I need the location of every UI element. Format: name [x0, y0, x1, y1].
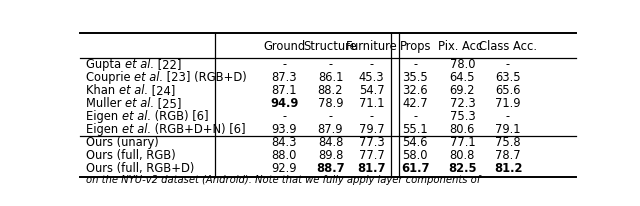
Text: 63.5: 63.5 — [495, 71, 521, 84]
Text: 69.2: 69.2 — [450, 84, 475, 97]
Text: Eigen: Eigen — [86, 123, 122, 136]
Text: et al.: et al. — [125, 58, 154, 71]
Text: Couprie: Couprie — [86, 71, 134, 84]
Text: -: - — [506, 58, 510, 71]
Text: 75.3: 75.3 — [449, 110, 476, 123]
Text: [23] (RGB+D): [23] (RGB+D) — [163, 71, 247, 84]
Text: 87.9: 87.9 — [317, 123, 343, 136]
Text: Muller: Muller — [86, 97, 125, 110]
Text: 32.6: 32.6 — [403, 84, 428, 97]
Text: 84.8: 84.8 — [318, 136, 343, 149]
Text: 77.1: 77.1 — [450, 136, 476, 149]
Text: 84.3: 84.3 — [271, 136, 297, 149]
Text: Structure: Structure — [303, 40, 357, 53]
Text: Class Acc.: Class Acc. — [479, 40, 537, 53]
Text: [24]: [24] — [148, 84, 175, 97]
Text: 81.7: 81.7 — [357, 162, 386, 175]
Text: 79.1: 79.1 — [495, 123, 521, 136]
Text: 81.2: 81.2 — [494, 162, 522, 175]
Text: 88.2: 88.2 — [317, 84, 343, 97]
Text: 89.8: 89.8 — [318, 149, 343, 162]
Text: 54.7: 54.7 — [359, 84, 385, 97]
Text: Gupta: Gupta — [86, 58, 125, 71]
Text: Ours (full, RGB): Ours (full, RGB) — [86, 149, 176, 162]
Text: on the NYU-v2 dataset (Android). Note that we fully apply layer components of: on the NYU-v2 dataset (Android). Note th… — [86, 175, 480, 185]
Text: 82.5: 82.5 — [448, 162, 477, 175]
Text: 55.1: 55.1 — [403, 123, 428, 136]
Text: 93.9: 93.9 — [271, 123, 297, 136]
Text: -: - — [282, 58, 287, 71]
Text: et al.: et al. — [122, 123, 151, 136]
Text: 35.5: 35.5 — [403, 71, 428, 84]
Text: 42.7: 42.7 — [403, 97, 428, 110]
Text: Khan: Khan — [86, 84, 118, 97]
Text: (RGB) [6]: (RGB) [6] — [151, 110, 209, 123]
Text: Ours (full, RGB+D): Ours (full, RGB+D) — [86, 162, 195, 175]
Text: 71.1: 71.1 — [359, 97, 385, 110]
Text: 88.0: 88.0 — [271, 149, 297, 162]
Text: 58.0: 58.0 — [403, 149, 428, 162]
Text: [22]: [22] — [154, 58, 181, 71]
Text: et al.: et al. — [125, 97, 154, 110]
Text: 78.7: 78.7 — [495, 149, 521, 162]
Text: 78.9: 78.9 — [317, 97, 343, 110]
Text: 64.5: 64.5 — [450, 71, 475, 84]
Text: Props: Props — [399, 40, 431, 53]
Text: et al.: et al. — [118, 84, 148, 97]
Text: -: - — [369, 110, 374, 123]
Text: 72.3: 72.3 — [449, 97, 476, 110]
Text: 78.0: 78.0 — [450, 58, 475, 71]
Text: Ours (unary): Ours (unary) — [86, 136, 159, 149]
Text: 65.6: 65.6 — [495, 84, 521, 97]
Text: 77.7: 77.7 — [359, 149, 385, 162]
Text: 54.6: 54.6 — [403, 136, 428, 149]
Text: et al.: et al. — [122, 110, 151, 123]
Text: 71.9: 71.9 — [495, 97, 521, 110]
Text: et al.: et al. — [134, 71, 163, 84]
Text: 86.1: 86.1 — [318, 71, 343, 84]
Text: -: - — [369, 58, 374, 71]
Text: 45.3: 45.3 — [359, 71, 385, 84]
Text: -: - — [328, 58, 333, 71]
Text: [25]: [25] — [154, 97, 182, 110]
Text: -: - — [328, 110, 333, 123]
Text: Ground: Ground — [263, 40, 305, 53]
Text: -: - — [506, 110, 510, 123]
Text: -: - — [282, 110, 287, 123]
Text: 80.6: 80.6 — [450, 123, 475, 136]
Text: 94.9: 94.9 — [270, 97, 298, 110]
Text: Pix. Acc.: Pix. Acc. — [438, 40, 486, 53]
Text: -: - — [413, 58, 417, 71]
Text: 77.3: 77.3 — [359, 136, 385, 149]
Text: 75.8: 75.8 — [495, 136, 521, 149]
Text: 88.7: 88.7 — [316, 162, 345, 175]
Text: 80.8: 80.8 — [450, 149, 475, 162]
Text: Eigen: Eigen — [86, 110, 122, 123]
Text: (RGB+D+N) [6]: (RGB+D+N) [6] — [151, 123, 246, 136]
Text: -: - — [413, 110, 417, 123]
Text: 87.3: 87.3 — [271, 71, 297, 84]
Text: 61.7: 61.7 — [401, 162, 429, 175]
Text: 92.9: 92.9 — [271, 162, 297, 175]
Text: 87.1: 87.1 — [271, 84, 297, 97]
Text: 79.7: 79.7 — [359, 123, 385, 136]
Text: Furniture: Furniture — [346, 40, 397, 53]
